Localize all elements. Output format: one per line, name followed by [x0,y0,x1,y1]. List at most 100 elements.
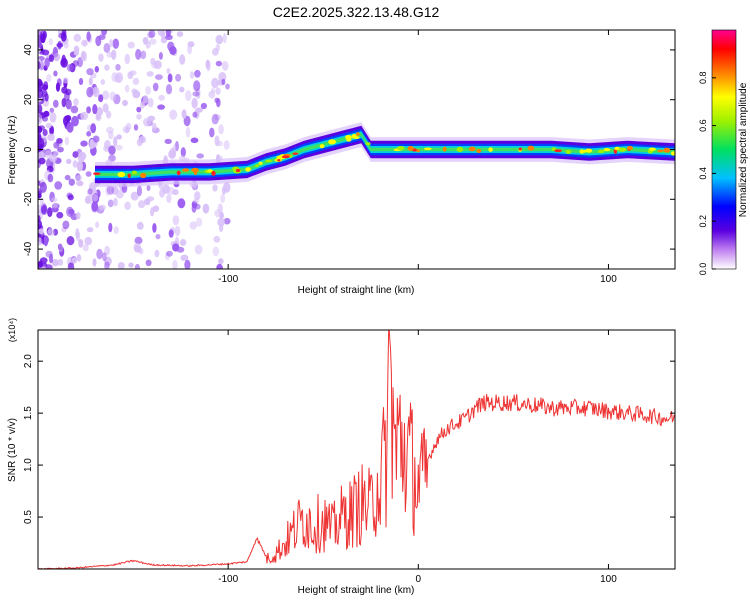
noise-dot [181,109,187,119]
ridge-hotspot [649,147,654,151]
noise-dot [214,97,219,104]
ridge-core-band [95,132,675,177]
noise-dot [145,85,152,95]
ridge-hotspot [603,148,611,152]
noise-dot [57,146,64,153]
noise-dot [124,201,131,210]
noise-dot [124,53,131,65]
ridge-hotspot [235,168,241,173]
y-tick-label: 40 [23,44,34,56]
noise-dot [92,135,100,143]
noise-dot [134,236,143,245]
noise-dot [174,225,181,237]
noise-dot [49,154,57,163]
noise-dot [136,185,143,197]
noise-dot [150,57,156,65]
snr-panel: -100 0 100 0.5 1.0 1.5 2.0 Height of straight… [7,318,676,596]
noise-dot [222,32,227,44]
noise-dot [223,181,231,193]
ridge-hotspot [416,149,420,153]
noise-dot [73,33,82,43]
noise-dot [102,90,110,100]
noise-dot [38,113,43,124]
noise-dot [38,42,42,49]
noise-dot [169,109,178,120]
noise-dot [106,185,115,195]
ridge-hotspot [598,149,605,154]
ridge-hotspot [518,147,522,151]
noise-dot [163,155,168,162]
noise-dot [185,126,191,138]
noise-dot [98,34,106,40]
noise-dot [47,207,53,218]
noise-dot [117,262,125,269]
x-tick-label: -100 [218,274,238,285]
noise-dot [211,77,219,89]
noise-dot [112,38,120,49]
noise-dot [45,122,52,129]
noise-dot [39,30,46,39]
ridge-hotspot [396,146,405,151]
ridge-hotspot [657,149,664,153]
ridge-hotspot [281,155,290,159]
noise-dot [53,70,58,77]
noise-dot [125,127,130,133]
noise-dot [73,98,79,106]
ridge-hotspot [579,149,584,154]
noise-dot [61,30,67,38]
noise-dot [61,97,67,108]
spectrogram-panel: -100 100 -40 -20 0 20 40 Height of straight l… [7,29,676,296]
ridge-hotspot [554,149,562,153]
noise-dot [217,217,225,227]
snr-marks [38,330,675,569]
noise-dot [212,48,219,56]
noise-dot [136,106,142,113]
noise-dot [225,83,230,90]
noise-dot [77,151,85,163]
noise-dot [85,171,92,177]
noise-dot [75,174,83,182]
ridge-hotspot [265,159,272,163]
ridge-hotspot [456,146,464,153]
noise-dot [41,49,50,56]
noise-dot [190,137,199,144]
noise-dot [193,198,200,204]
noise-dot [38,228,44,235]
colorbar-tick-label: 0.2 [698,215,708,228]
noise-dot [172,243,180,252]
ridge-hotspot [207,169,213,173]
noise-dot [38,80,41,87]
noise-dot [180,147,186,158]
noise-dot [38,180,41,187]
noise-dot [115,64,121,71]
y-tick-label: 1.5 [23,406,34,420]
colorbar-tick-label: 0.0 [698,263,708,276]
noise-dot [166,194,172,203]
noise-dot [55,82,61,92]
noise-dot [192,91,200,97]
noise-dot [92,258,97,267]
ridge-hotspot [140,172,147,179]
noise-dot [89,139,95,150]
noise-dot [92,86,100,98]
noise-dot [157,104,166,110]
noise-dot [167,73,173,83]
noise-dot [215,34,224,45]
spectrogram-marks [38,30,675,269]
noise-dot [158,52,163,60]
noise-dot [214,209,222,218]
ridge-hotspot [345,135,352,140]
noise-dot [45,250,53,258]
noise-dot [184,259,191,269]
noise-dot [109,91,117,101]
noise-dot [75,228,80,239]
ridge-hotspot [618,147,627,152]
noise-dot [58,243,63,253]
noise-dot [152,205,160,212]
colorbar-tick-label: 0.8 [698,72,708,85]
noise-dot [88,77,93,86]
x-tick-label: 0 [416,574,422,585]
noise-dot [44,93,49,102]
ridge-hotspot [423,147,432,151]
noise-dot [164,138,172,144]
